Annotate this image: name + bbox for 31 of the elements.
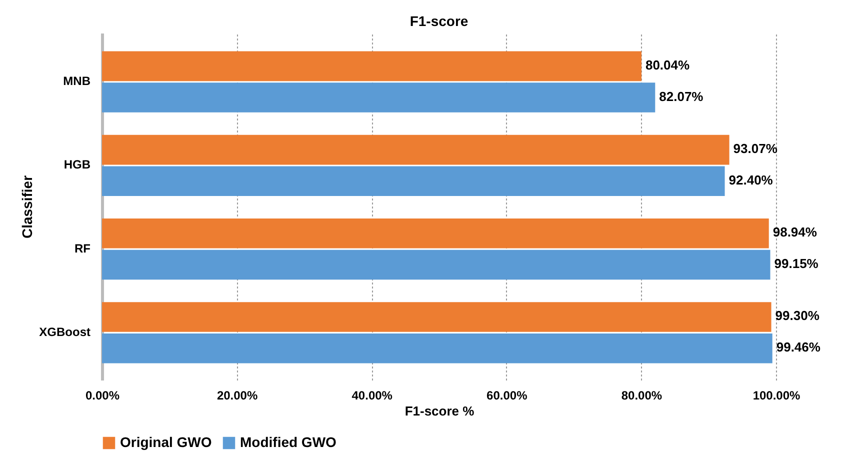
- y-tick-label: MNB: [63, 74, 91, 88]
- bar: [102, 166, 725, 196]
- data-label: 98.94%: [772, 224, 818, 240]
- data-label: 80.04%: [645, 57, 690, 72]
- data-label: 99.46%: [776, 340, 821, 355]
- x-tick-label: 60.00%: [486, 388, 528, 402]
- legend-label: Modified GWO: [240, 434, 337, 450]
- x-tick-label: 40.00%: [352, 388, 393, 402]
- y-axis-title: Classifier: [19, 174, 36, 239]
- data-label: 99.30%: [775, 308, 820, 324]
- data-label: 92.40%: [728, 172, 774, 188]
- chart-title: F1-score: [410, 13, 468, 29]
- legend-label: Original GWO: [120, 434, 212, 450]
- data-label: 82.07%: [659, 88, 704, 104]
- data-label: 99.15%: [774, 256, 819, 271]
- x-tick-label: 20.00%: [216, 388, 258, 402]
- bar: [102, 302, 772, 332]
- data-label: 93.07%: [733, 141, 778, 156]
- bar: [102, 333, 772, 364]
- bar: [102, 134, 730, 165]
- x-axis-title: F1-score %: [404, 404, 475, 418]
- y-tick-label: RF: [74, 241, 90, 256]
- x-tick-label: 0.00%: [85, 388, 120, 402]
- bar: [102, 82, 656, 112]
- bar: [102, 218, 769, 248]
- x-tick-label: 80.00%: [621, 388, 662, 402]
- bar: [102, 51, 642, 82]
- y-tick-label: XGBoost: [39, 324, 90, 339]
- y-tick-label: HGB: [64, 158, 91, 172]
- bar: [102, 250, 770, 280]
- x-tick-label: 100.00%: [752, 388, 801, 402]
